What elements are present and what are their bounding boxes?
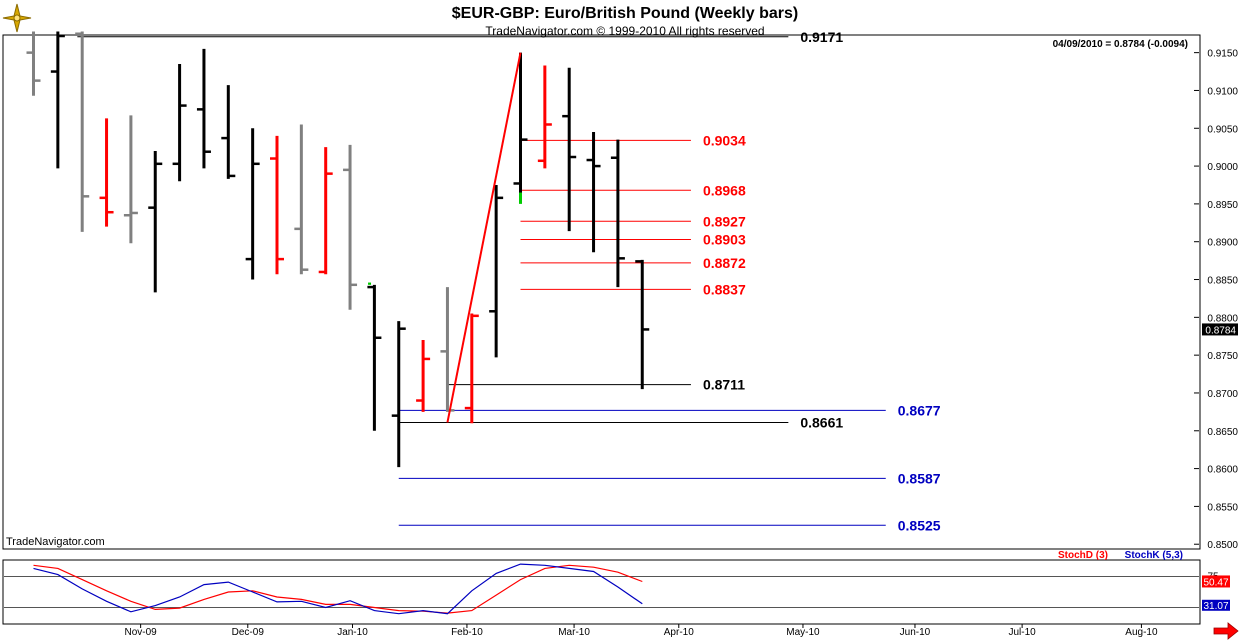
x-tick-label: Feb-10 [451,627,483,638]
ohlc-bar [148,150,163,293]
ohlc-bar [391,321,406,468]
y-tick-label: 0.8600 [1207,465,1238,476]
y-tick-label: 0.9150 [1207,49,1238,60]
level-label: 0.9034 [703,132,746,148]
ohlc-bar [586,132,601,253]
ohlc-bar [26,31,41,96]
ohlc-bar [318,147,333,275]
y-tick-label: 0.8500 [1207,540,1238,551]
x-tick-label: Jan-10 [337,627,368,638]
ohlc-bar [50,31,65,169]
ohlc-bar [270,135,284,275]
y-tick-label: 0.9000 [1207,162,1238,173]
y-tick-label: 0.9050 [1207,124,1238,135]
ohlc-bar [489,184,504,358]
ohlc-bar [464,313,479,424]
level-label: 0.8927 [703,213,746,229]
ohlc-bar [123,115,138,244]
level-label: 0.8677 [898,402,941,418]
compass-icon[interactable] [2,3,32,33]
y-tick-label: 0.8900 [1207,238,1238,249]
ohlc-bar [562,67,577,232]
y-tick-label: 0.8850 [1207,276,1238,287]
stochastic-series-line [33,563,643,615]
ohlc-bar [537,65,552,169]
level-label: 0.8661 [800,414,843,430]
y-tick-label: 0.8550 [1207,502,1238,513]
level-label: 0.8587 [898,470,941,486]
stochD-value-label: 50.47 [1203,577,1228,588]
ohlc-bar [416,340,431,412]
y-tick-label: 0.8800 [1207,313,1238,324]
ohlc-bar [513,52,528,197]
y-tick-label: 0.8750 [1207,351,1238,362]
ohlc-bar [99,118,114,227]
trend-line [446,52,522,423]
y-tick-label: 0.9100 [1207,86,1238,97]
ohlc-bar [294,124,309,275]
y-tick-label: 0.8950 [1207,200,1238,211]
ohlc-bar [440,287,455,412]
ohlc-bar [172,63,187,182]
ohlc-bar [245,128,260,280]
x-tick-label: Dec-09 [232,627,265,638]
price-levels: 0.9171 0.9034 0.8968 0.8927 0.8903 0.8872 0.88… [77,29,941,533]
level-label: 0.9171 [800,29,843,45]
last-price-label: 0.8784 [1205,325,1236,336]
stochastic-legend-label: StochD (3) [1058,550,1108,561]
price-readout: 04/09/2010 = 0.8784 (-0.0094) [1053,39,1188,50]
stochastic-panel-frame [2,559,1201,625]
ohlc-bar [75,31,90,232]
level-label: 0.8872 [703,255,746,271]
ohlc-bar [343,144,358,310]
last-price-marker [1202,323,1238,336]
stochK-value-label: 31.07 [1203,601,1228,612]
level-label: 0.8525 [898,517,941,533]
x-tick-label: Aug-10 [1125,627,1158,638]
ohlc-bar [221,85,236,179]
x-tick-label: May-10 [786,627,820,638]
x-tick-label: Jul-10 [1008,627,1036,638]
chart-title: $EUR-GBP: Euro/British Pound (Weekly bar… [452,5,798,22]
level-label: 0.8711 [703,377,745,393]
price-panel-frame [2,34,1201,550]
stochastic-legend-label: StochK (5,3) [1125,550,1183,561]
x-tick-label: Mar-10 [558,627,590,638]
x-tick-label: Apr-10 [664,627,694,638]
level-label: 0.8903 [703,231,746,247]
trend-lines [446,52,522,423]
time-axis: Nov-09 Dec-09 Jan-10 Feb-10 Mar-10 Apr-10 May-… [125,624,1158,638]
ohlc-bar [635,259,650,390]
scroll-right-arrow-icon[interactable] [1213,622,1239,640]
price-axis: 0.9150 0.9100 0.9050 0.9000 0.8950 0.8900 0.88… [1194,49,1238,551]
y-tick-label: 0.8700 [1207,389,1238,400]
x-tick-label: Jun-10 [900,627,931,638]
ohlc-bar [367,284,382,431]
y-tick-label: 0.8650 [1207,427,1238,438]
chart-copyright: TradeNavigator.com © 1999-2010 All right… [485,24,764,38]
level-label: 0.8837 [703,281,746,297]
stochD-value-marker [1202,575,1230,588]
ohlc-bar [610,139,625,288]
price-bars [26,31,650,468]
x-tick-label: Nov-09 [125,627,158,638]
ohlc-bar [196,48,211,169]
level-label: 0.8968 [703,182,746,198]
stochK-value-marker [1202,599,1230,611]
watermark: TradeNavigator.com [6,536,105,548]
